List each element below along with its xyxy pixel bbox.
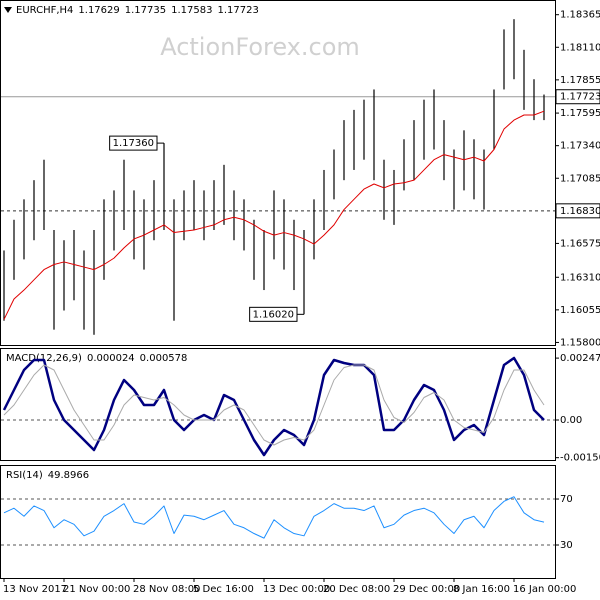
y-tick-label: 30 xyxy=(560,540,573,551)
series-line xyxy=(2,356,545,457)
y-tick-label: 1.18110 xyxy=(560,42,600,53)
y-tick-label: 1.18365 xyxy=(560,10,600,21)
series-line xyxy=(3,364,545,446)
series-line xyxy=(3,110,545,320)
header-text: 1.17583 xyxy=(171,5,212,16)
x-tick-label: 8 Jan 16:00 xyxy=(453,584,510,595)
series-line xyxy=(3,496,545,539)
y-tick-label: -0.001507 xyxy=(560,453,600,464)
x-tick-label: 13 Dec 00:00 xyxy=(263,584,330,595)
annotation-label: 1.16020 xyxy=(253,309,294,320)
level-box xyxy=(555,203,600,219)
x-tick-label: 28 Nov 08:00 xyxy=(133,584,200,595)
watermark: ActionForex.com xyxy=(160,33,360,61)
panel-frame xyxy=(0,0,556,346)
panel-title: RSI(14) xyxy=(6,470,43,481)
y-tick-label: 1.17595 xyxy=(560,108,600,119)
panel-title: 49.8966 xyxy=(48,470,89,481)
y-tick-label: 1.16575 xyxy=(560,238,600,249)
header-text: 1.17723 xyxy=(217,5,258,16)
panel-frame xyxy=(0,465,556,579)
x-tick-label: 20 Dec 08:00 xyxy=(323,584,390,595)
y-tick-label: 0.00 xyxy=(560,415,582,426)
panel-title: MACD(12,26,9) xyxy=(6,353,82,364)
header-text: 1.17629 xyxy=(78,5,119,16)
x-tick-label: 29 Dec 00:00 xyxy=(393,584,460,595)
header-text: 1.17735 xyxy=(125,5,166,16)
level-box xyxy=(555,89,600,105)
x-tick-label: 16 Jan 00:00 xyxy=(513,584,576,595)
y-tick-label: 1.17085 xyxy=(560,173,600,184)
y-tick-label: 1.15800 xyxy=(560,337,600,348)
header-arrow xyxy=(4,7,12,13)
y-tick-label: 1.17340 xyxy=(560,141,600,152)
panel-title: 0.000578 xyxy=(140,353,188,364)
y-tick-label: 70 xyxy=(560,494,573,505)
y-tick-label: 1.16310 xyxy=(560,272,600,283)
y-tick-label: 1.17855 xyxy=(560,75,600,86)
x-tick-label: 5 Dec 16:00 xyxy=(193,584,254,595)
y-tick-label: 1.16055 xyxy=(560,305,600,316)
header-text: EURCHF,H4 xyxy=(16,5,73,16)
x-tick-label: 13 Nov 2017 xyxy=(3,584,67,595)
annotation-label: 1.17360 xyxy=(113,138,154,149)
panel-frame xyxy=(0,348,556,461)
y-tick-label: 0.002476 xyxy=(560,353,600,364)
panel-title: 0.000024 xyxy=(87,353,135,364)
level-label: 1.16830 xyxy=(560,206,600,217)
level-label: 1.17723 xyxy=(560,92,600,103)
x-tick-label: 21 Nov 00:00 xyxy=(63,584,130,595)
